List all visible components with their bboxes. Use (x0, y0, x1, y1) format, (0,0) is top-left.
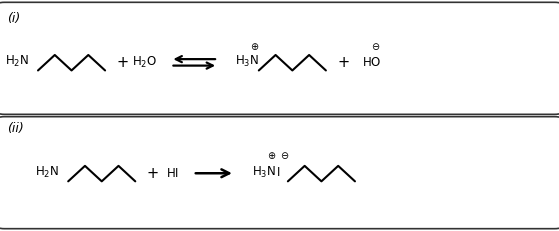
Text: (ii): (ii) (7, 122, 24, 135)
Text: $\mathregular{I}$: $\mathregular{I}$ (276, 166, 280, 179)
FancyBboxPatch shape (0, 2, 559, 114)
Text: +: + (338, 55, 350, 70)
Text: $\ominus$: $\ominus$ (371, 41, 380, 52)
Text: $\mathregular{H_2N}$: $\mathregular{H_2N}$ (35, 164, 59, 180)
FancyBboxPatch shape (0, 117, 559, 229)
Text: $\mathregular{H_3N}$: $\mathregular{H_3N}$ (235, 54, 259, 69)
Text: $\mathregular{H_2O}$: $\mathregular{H_2O}$ (131, 55, 157, 70)
Text: $\mathregular{HI}$: $\mathregular{HI}$ (165, 167, 179, 180)
Text: +: + (146, 166, 159, 181)
Text: $\ominus$: $\ominus$ (280, 150, 289, 161)
Text: $\oplus$: $\oplus$ (267, 150, 276, 161)
Text: $\mathregular{H_2N}$: $\mathregular{H_2N}$ (5, 54, 29, 69)
Text: $\mathregular{H_3N}$: $\mathregular{H_3N}$ (252, 164, 276, 180)
Text: $\oplus$: $\oplus$ (250, 41, 259, 52)
Text: $\mathregular{HO}$: $\mathregular{HO}$ (362, 56, 382, 69)
Text: +: + (117, 55, 129, 70)
Text: (i): (i) (7, 12, 21, 24)
